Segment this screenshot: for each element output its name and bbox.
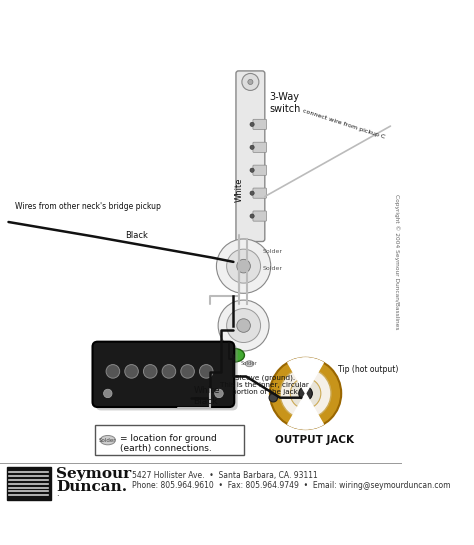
Text: Wires from other neck's bridge pickup: Wires from other neck's bridge pickup: [15, 202, 161, 211]
Wedge shape: [288, 393, 323, 429]
Text: connect wire from pickup C: connect wire from pickup C: [302, 108, 385, 140]
Circle shape: [106, 365, 119, 378]
Circle shape: [181, 365, 194, 378]
Text: Copyright © 2004 Seymour Duncan/Basslines: Copyright © 2004 Seymour Duncan/Bassline…: [394, 194, 400, 330]
Circle shape: [248, 80, 253, 84]
FancyBboxPatch shape: [96, 345, 237, 410]
Circle shape: [250, 145, 254, 149]
Circle shape: [280, 368, 331, 419]
Text: OUTPUT JACK: OUTPUT JACK: [274, 435, 354, 445]
Circle shape: [250, 214, 254, 218]
FancyBboxPatch shape: [253, 142, 266, 153]
FancyBboxPatch shape: [236, 71, 265, 241]
FancyBboxPatch shape: [92, 342, 234, 407]
Circle shape: [250, 191, 254, 195]
Circle shape: [218, 300, 269, 351]
Circle shape: [227, 249, 261, 283]
Text: Duncan.: Duncan.: [56, 480, 127, 494]
Text: = location for ground
(earth) connections.: = location for ground (earth) connection…: [119, 434, 217, 453]
Text: Seymour: Seymour: [56, 467, 131, 481]
Bar: [7, 467, 51, 500]
Bar: [95, 425, 244, 456]
Wedge shape: [288, 358, 323, 393]
Text: Tip (hot output): Tip (hot output): [338, 365, 398, 374]
Text: White: White: [193, 386, 220, 396]
Text: Solder: Solder: [99, 438, 117, 443]
Circle shape: [237, 319, 250, 332]
Text: 5427 Hollister Ave.  •  Santa Barbara, CA. 93111: 5427 Hollister Ave. • Santa Barbara, CA.…: [132, 471, 317, 480]
Circle shape: [103, 389, 112, 398]
Circle shape: [200, 365, 213, 378]
Text: Black: Black: [126, 231, 148, 240]
Text: Black: Black: [193, 397, 218, 405]
Circle shape: [290, 378, 321, 409]
Circle shape: [237, 259, 250, 273]
Text: Sleeve (ground).
This is the inner, circular
portion of the jack: Sleeve (ground). This is the inner, circ…: [220, 375, 309, 395]
FancyBboxPatch shape: [253, 165, 266, 175]
Ellipse shape: [224, 348, 245, 362]
FancyBboxPatch shape: [253, 211, 266, 221]
FancyBboxPatch shape: [253, 188, 266, 198]
Text: Phone: 805.964.9610  •  Fax: 805.964.9749  •  Email: wiring@seymourduncan.com: Phone: 805.964.9610 • Fax: 805.964.9749 …: [132, 481, 450, 490]
Circle shape: [217, 239, 271, 293]
Ellipse shape: [245, 361, 254, 367]
Circle shape: [162, 365, 176, 378]
Text: 3-Way
switch: 3-Way switch: [269, 92, 301, 114]
Circle shape: [269, 393, 278, 402]
Text: Solder: Solder: [241, 361, 258, 366]
FancyBboxPatch shape: [253, 119, 266, 130]
Circle shape: [144, 365, 157, 378]
Circle shape: [299, 386, 312, 400]
Circle shape: [227, 308, 261, 342]
Text: White: White: [235, 178, 244, 202]
Circle shape: [270, 358, 341, 429]
Circle shape: [250, 168, 254, 172]
Text: Solder: Solder: [262, 250, 283, 255]
Ellipse shape: [100, 435, 116, 445]
Circle shape: [242, 74, 259, 90]
Text: .: .: [56, 489, 59, 498]
Circle shape: [125, 365, 138, 378]
Circle shape: [215, 389, 223, 398]
Circle shape: [250, 122, 254, 126]
Text: Solder: Solder: [262, 267, 283, 271]
